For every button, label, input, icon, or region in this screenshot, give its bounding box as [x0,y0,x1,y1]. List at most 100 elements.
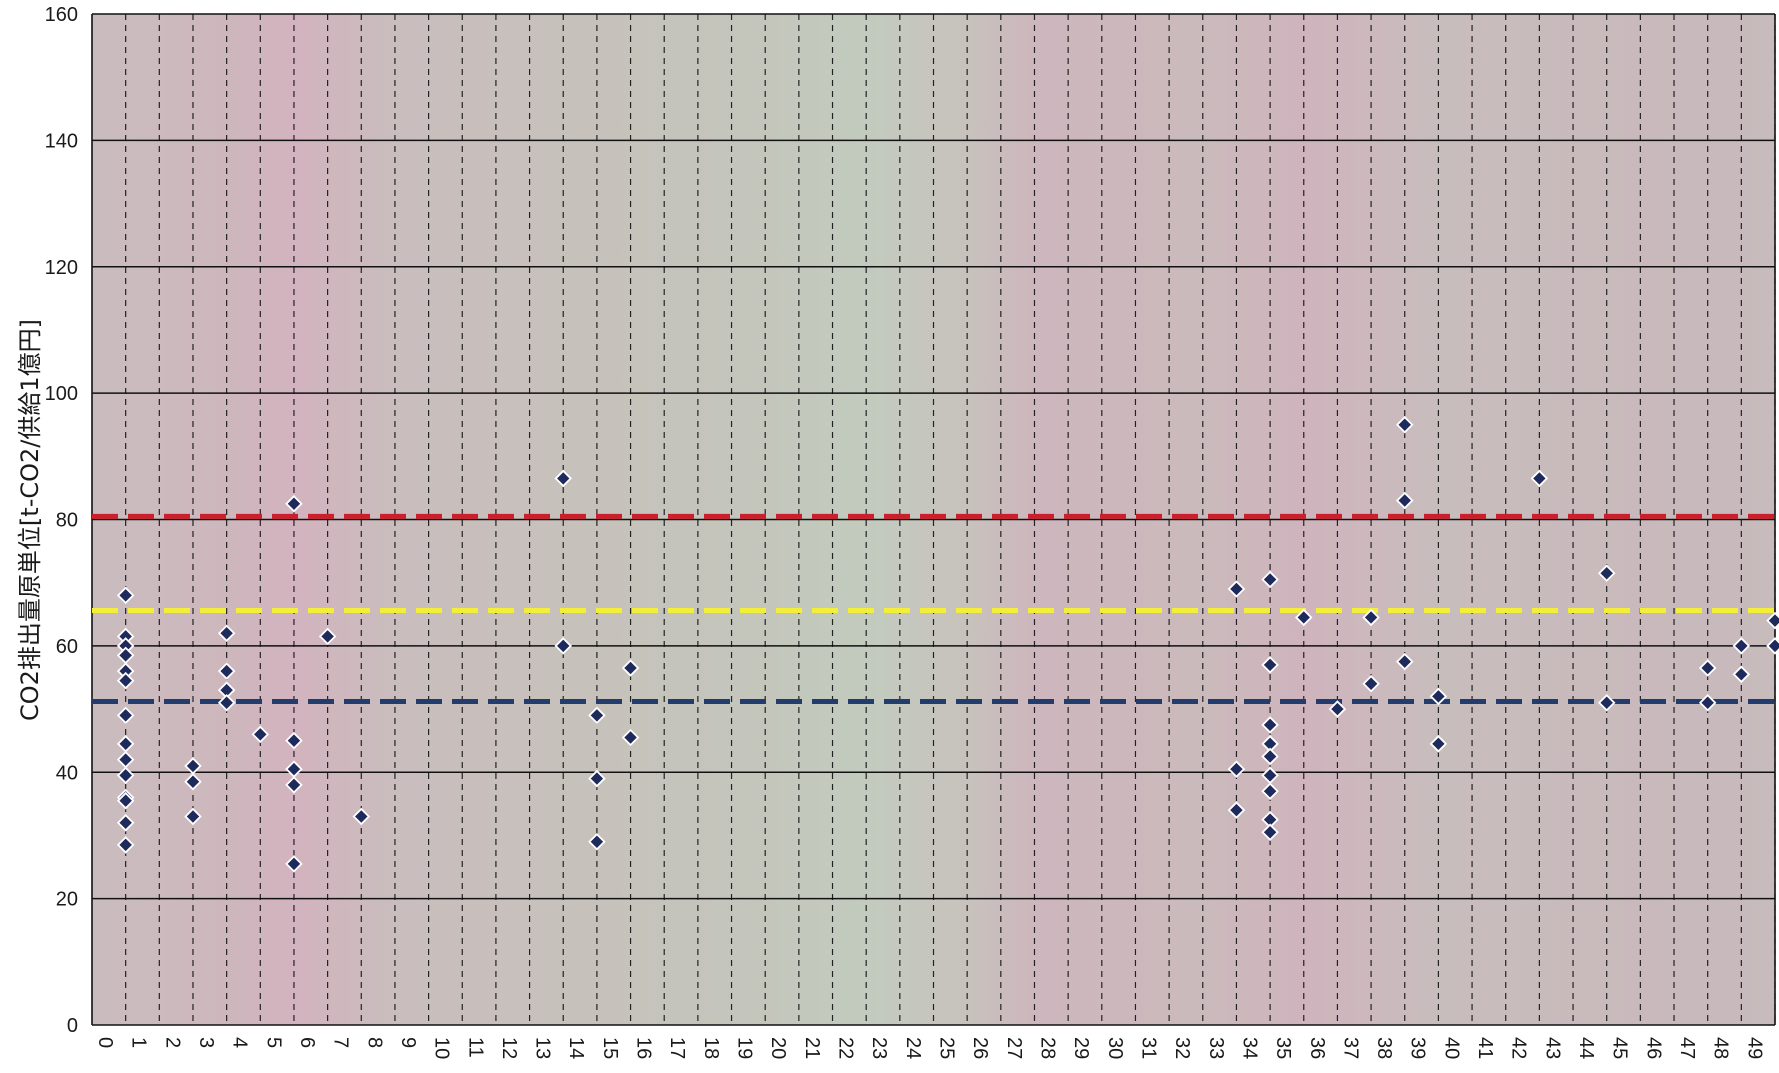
x-tick-label: 15 [599,1037,621,1059]
data-point [251,725,270,744]
x-tick-label: 1 [128,1037,150,1048]
x-tick-label: 43 [1541,1037,1563,1059]
data-point [1395,652,1414,671]
data-point [1429,687,1448,706]
data-point [1732,637,1751,655]
x-tick-label: 17 [666,1037,688,1059]
x-tick-label: 5 [262,1037,284,1048]
x-tick-label: 14 [565,1037,587,1059]
data-point [1429,735,1448,753]
x-tick-label: 24 [902,1037,924,1059]
x-tick-label: 11 [464,1037,486,1058]
data-point [1362,675,1380,693]
data-point [554,637,573,655]
x-tick-label: 6 [296,1037,318,1048]
data-point [1261,656,1279,674]
data-point [1261,782,1279,800]
x-tick-label: 27 [1003,1037,1025,1059]
data-point [621,728,640,747]
x-axis-ticks: 0 1 2 3 4 5 6 7 8 9 10 11 12 13 14 15 16 17 18 19 20 21 22 23 24… [94,1037,1779,1059]
x-tick-label: 19 [734,1037,756,1059]
x-tick-label: 8 [363,1037,385,1048]
y-tick-label: 80 [56,510,78,532]
data-point [217,693,236,712]
x-tick-label: 35 [1272,1037,1294,1059]
data-point [1766,637,1779,655]
data-point [621,659,640,677]
x-tick-label: 31 [1137,1037,1159,1059]
reference-lines [92,513,1775,704]
x-tick-label: 38 [1373,1037,1395,1059]
data-point [116,791,135,810]
x-tick-label: 30 [1104,1037,1126,1059]
x-tick-label: 22 [835,1037,857,1059]
x-tick-label: 47 [1676,1037,1698,1059]
x-tick-label: 23 [868,1037,890,1059]
x-tick-label: 50 [1777,1037,1779,1059]
x-tick-label: 32 [1171,1037,1193,1059]
x-tick-label: 48 [1710,1037,1732,1059]
data-point [1261,747,1279,766]
data-point [1227,580,1246,598]
data-point [116,766,135,785]
x-tick-label: 42 [1508,1037,1530,1059]
x-tick-label: 9 [397,1037,419,1048]
x-tick-label: 3 [195,1037,217,1048]
data-point [116,814,135,832]
y-tick-label: 160 [45,4,78,26]
y-axis-label: CO2排出量原単位[t-CO2/供給1億円] [16,319,44,721]
x-tick-label: 34 [1238,1037,1260,1059]
data-point [1362,608,1380,627]
x-tick-label: 16 [633,1037,655,1059]
data-point [318,627,337,646]
x-tick-label: 7 [330,1037,352,1048]
data-point [116,586,135,605]
data-point [588,769,606,788]
data-point [217,662,236,680]
data-point [1732,665,1751,684]
y-tick-label: 40 [56,762,78,784]
data-point [116,671,135,690]
x-tick-label: 20 [767,1037,789,1059]
data-point [184,807,202,826]
x-tick-label: 26 [969,1037,991,1059]
data-point [554,469,573,488]
x-tick-label: 40 [1440,1037,1462,1059]
data-point [1261,716,1279,734]
x-tick-label: 41 [1474,1037,1496,1059]
x-tick-label: 44 [1575,1037,1597,1059]
data-point [1597,693,1616,712]
data-point [116,706,135,725]
data-point [1227,760,1246,778]
data-point [1227,801,1246,819]
x-tick-label: 13 [532,1037,554,1059]
data-points [116,415,1779,873]
x-tick-label: 4 [229,1037,251,1048]
data-point [116,836,135,854]
data-point [1698,693,1717,712]
data-point [1395,415,1414,434]
data-point [588,706,606,725]
x-tick-label: 36 [1306,1037,1328,1059]
data-point [1530,469,1549,488]
y-tick-label: 120 [45,257,78,279]
x-tick-label: 29 [1070,1037,1092,1059]
y-tick-label: 100 [45,383,78,405]
data-point [1698,659,1717,677]
x-tick-label: 18 [700,1037,722,1059]
y-tick-label: 0 [67,1015,78,1037]
data-point [352,807,371,826]
data-point [184,772,202,791]
data-point [1395,491,1414,510]
data-point [217,624,236,643]
data-point [285,731,303,750]
x-tick-label: 0 [94,1037,116,1048]
data-point [1261,570,1279,589]
y-tick-label: 60 [56,636,78,658]
x-tick-label: 49 [1743,1037,1765,1059]
data-point [1261,823,1279,842]
data-point [1328,700,1347,718]
data-point [1597,564,1616,582]
y-axis-ticks: 0 20 40 60 80 100 120 140 160 [45,4,78,1037]
x-tick-label: 39 [1407,1037,1429,1059]
